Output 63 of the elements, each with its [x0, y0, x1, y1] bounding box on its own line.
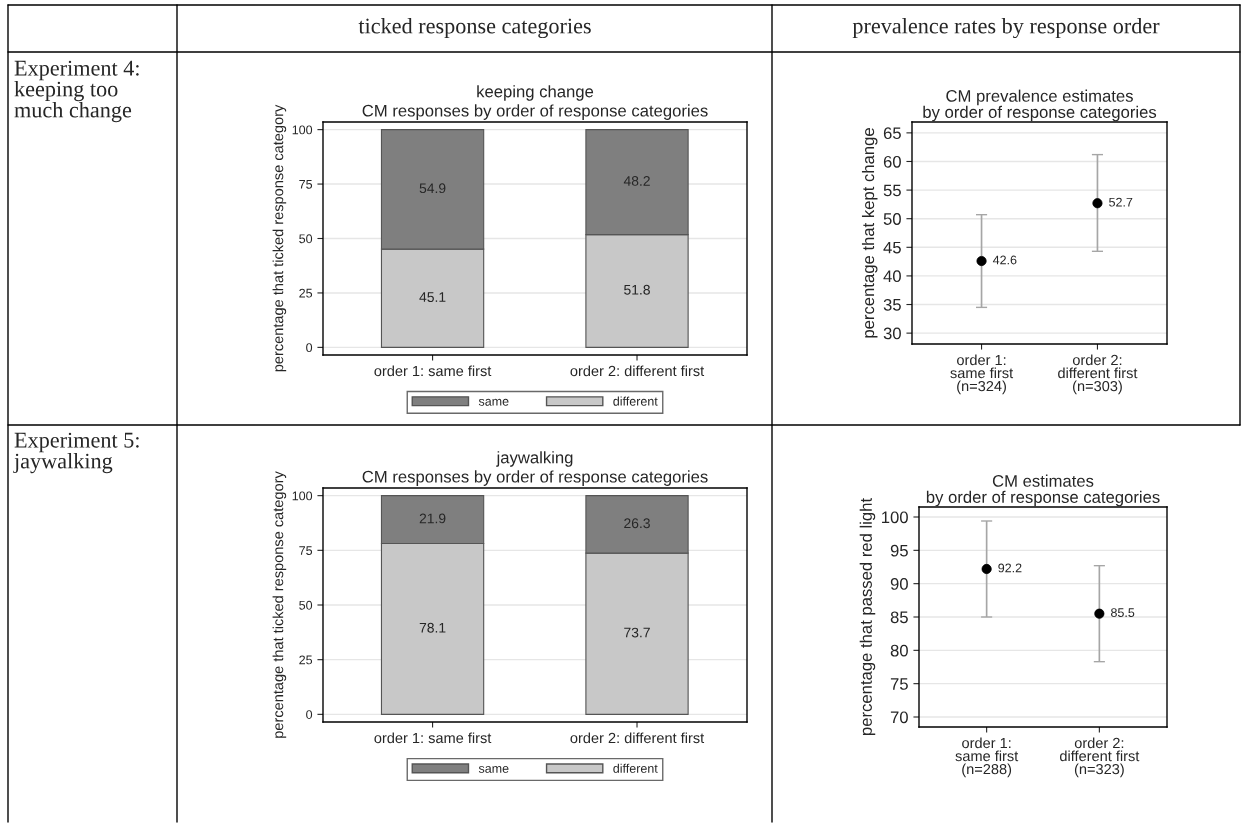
text: Experiment 4: keeping too much change — [14, 60, 139, 123]
data-label: 45.1 — [419, 292, 446, 302]
y-tick-label: 65 — [883, 127, 901, 140]
chart-subtitle: CM responses by order of response categories — [362, 104, 708, 120]
x-tick-label: order 2: different first (n=323) — [1059, 737, 1140, 778]
data-label: 51.8 — [624, 284, 650, 295]
data-label: 21.9 — [419, 513, 446, 524]
y-tick-label: 90 — [890, 578, 908, 590]
chart-title: keeping change — [477, 85, 594, 101]
legend-label: same — [478, 766, 509, 773]
text: prevalence rates by response order — [852, 17, 1160, 39]
chart-title: CM estimates by order of response categories — [926, 474, 1160, 507]
data-label: 42.6 — [992, 255, 1017, 265]
y-tick-label: 50 — [883, 213, 901, 225]
x-tick-label: order 2: different first — [570, 732, 705, 744]
y-tick-label: 75 — [299, 546, 313, 555]
x-tick-label: order 2: different first (n=303) — [1058, 354, 1138, 395]
data-label: 54.9 — [419, 183, 446, 194]
y-tick-label: 25 — [299, 288, 313, 298]
x-tick-label: order 2: different first — [570, 365, 705, 377]
chart-title: CM prevalence estimates by order of response categories — [923, 89, 1157, 122]
x-tick-label: order 1: same first — [374, 732, 492, 744]
y-tick-label: 0 — [306, 710, 313, 719]
data-label: 85.5 — [1111, 608, 1135, 618]
y-tick-label: 80 — [890, 644, 908, 657]
data-label: 26.3 — [624, 518, 650, 529]
y-axis-title: percentage that kept change — [861, 128, 878, 338]
chart-title: jaywalking — [496, 451, 573, 467]
chart-subtitle: CM responses by order of response categories — [362, 470, 708, 486]
y-tick-label: 50 — [299, 234, 313, 244]
legend-label: different — [613, 396, 658, 406]
y-axis-title: percentage that ticked response category — [272, 104, 287, 372]
data-label: 78.1 — [419, 622, 446, 633]
y-tick-label: 45 — [883, 241, 901, 254]
x-tick-label: order 1: same first (n=324) — [950, 354, 1014, 395]
y-tick-label: 30 — [883, 327, 901, 340]
y-axis-title: percentage that ticked response category — [272, 471, 287, 738]
legend-label: different — [613, 763, 658, 773]
y-tick-label: 60 — [883, 155, 901, 168]
y-tick-label: 50 — [299, 600, 313, 610]
y-tick-label: 0 — [306, 343, 313, 353]
y-tick-label: 25 — [299, 655, 313, 665]
legend-label: same — [478, 398, 509, 406]
y-tick-label: 95 — [890, 544, 908, 557]
y-tick-label: 75 — [299, 179, 313, 189]
text: ticked response categories — [358, 17, 591, 39]
y-tick-label: 100 — [292, 125, 313, 135]
data-label: 73.7 — [624, 627, 650, 638]
y-tick-label: 100 — [882, 511, 908, 524]
data-label: 92.2 — [998, 563, 1022, 573]
y-tick-label: 40 — [883, 270, 901, 283]
x-tick-label: order 1: same first — [374, 365, 492, 377]
y-tick-label: 55 — [883, 184, 901, 197]
y-tick-label: 100 — [292, 491, 313, 501]
data-label: 52.7 — [1109, 197, 1133, 207]
y-tick-label: 35 — [883, 298, 901, 311]
y-tick-label: 70 — [890, 711, 908, 724]
y-tick-label: 75 — [890, 678, 908, 690]
y-axis-title: percentage that passed red light — [859, 498, 876, 735]
x-tick-label: order 1: same first (n=288) — [955, 737, 1019, 778]
data-label: 48.2 — [623, 175, 650, 186]
text: Experiment 5: jaywalking — [13, 432, 139, 474]
y-tick-label: 85 — [890, 611, 908, 624]
